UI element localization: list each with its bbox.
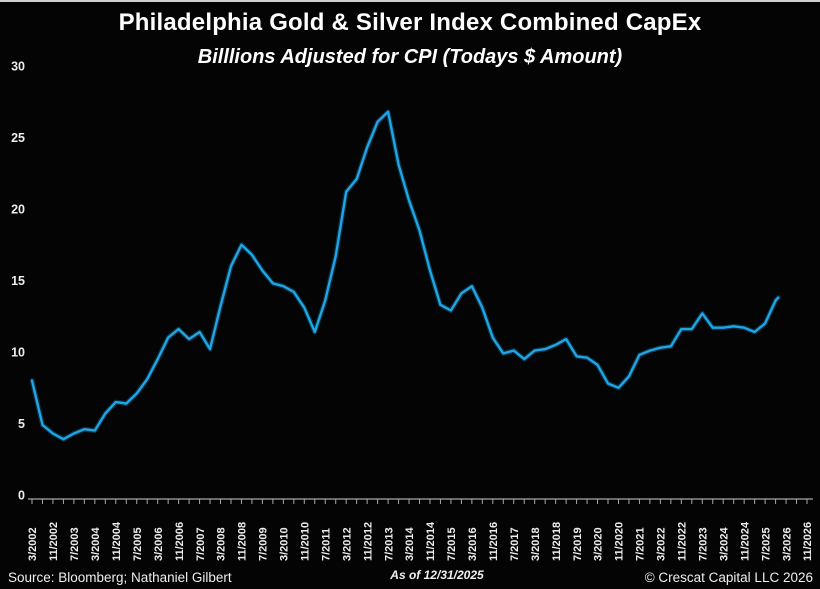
x-tick-label: 11/2012 <box>362 522 374 561</box>
copyright-note: © Crescat Capital LLC 2026 <box>644 570 813 585</box>
x-tick-label: 3/2014 <box>404 526 416 561</box>
x-tick-label: 7/2025 <box>760 527 772 561</box>
x-tick-label: 11/2020 <box>614 522 626 561</box>
source-credit: Source: Bloomberg; Nathaniel Gilbert <box>8 570 232 585</box>
x-tick-label: 11/2018 <box>551 522 563 561</box>
x-tick-label: 7/2007 <box>195 527 207 561</box>
x-tick-label: 3/2006 <box>153 527 165 561</box>
x-tick-label: 7/2009 <box>258 527 270 561</box>
as-of-date: As of 12/31/2025 <box>390 568 484 582</box>
x-tick-label: 3/2022 <box>656 527 668 561</box>
x-tick-label: 11/2004 <box>111 521 123 561</box>
y-tick-label: 25 <box>11 131 25 145</box>
x-tick-label: 3/2018 <box>530 527 542 561</box>
x-tick-label: 3/2024 <box>718 526 730 561</box>
x-tick-label: 11/2010 <box>299 522 311 561</box>
x-tick-label: 7/2017 <box>509 527 521 561</box>
x-tick-label: 3/2004 <box>90 526 102 561</box>
x-tick-label: 7/2023 <box>697 527 709 561</box>
x-tick-label: 3/2002 <box>27 527 39 561</box>
x-tick-label: 7/2019 <box>572 527 584 561</box>
x-tick-label: 11/2008 <box>237 522 249 561</box>
x-tick-label: 11/2024 <box>739 521 751 561</box>
x-tick-label: 3/2026 <box>781 527 793 561</box>
x-tick-label: 11/2026 <box>802 522 814 561</box>
y-tick-label: 20 <box>11 203 25 217</box>
y-tick-label: 10 <box>11 346 25 360</box>
x-tick-label: 3/2020 <box>593 527 605 561</box>
x-tick-label: 11/2016 <box>488 522 500 561</box>
x-tick-label: 7/2011 <box>320 528 332 561</box>
y-tick-label: 30 <box>11 60 25 74</box>
x-tick-label: 7/2013 <box>383 527 395 561</box>
chart-title: Philadelphia Gold & Silver Index Combine… <box>118 9 702 36</box>
capex-line <box>30 110 780 441</box>
x-tick-label: 11/2014 <box>425 521 437 561</box>
y-tick-label: 15 <box>11 274 25 288</box>
chart-subtitle: Billlions Adjusted for CPI (Todays $ Amo… <box>197 46 623 68</box>
x-tick-label: 3/2016 <box>467 527 479 561</box>
x-tick-label: 11/2022 <box>677 522 689 561</box>
y-tick-label: 5 <box>18 417 25 431</box>
x-tick-label: 7/2015 <box>446 527 458 561</box>
x-tick-label: 3/2012 <box>341 527 353 561</box>
x-tick-label: 3/2008 <box>216 527 228 561</box>
x-tick-label: 11/2002 <box>48 522 60 561</box>
x-tick-label: 7/2003 <box>69 527 81 561</box>
x-tick-label: 7/2005 <box>132 527 144 561</box>
y-tick-label: 0 <box>18 489 25 503</box>
x-tick-label: 7/2021 <box>635 527 647 561</box>
capex-line-glow <box>29 109 781 442</box>
x-tick-label: 3/2010 <box>279 527 291 561</box>
x-tick-label: 11/2006 <box>174 522 186 561</box>
